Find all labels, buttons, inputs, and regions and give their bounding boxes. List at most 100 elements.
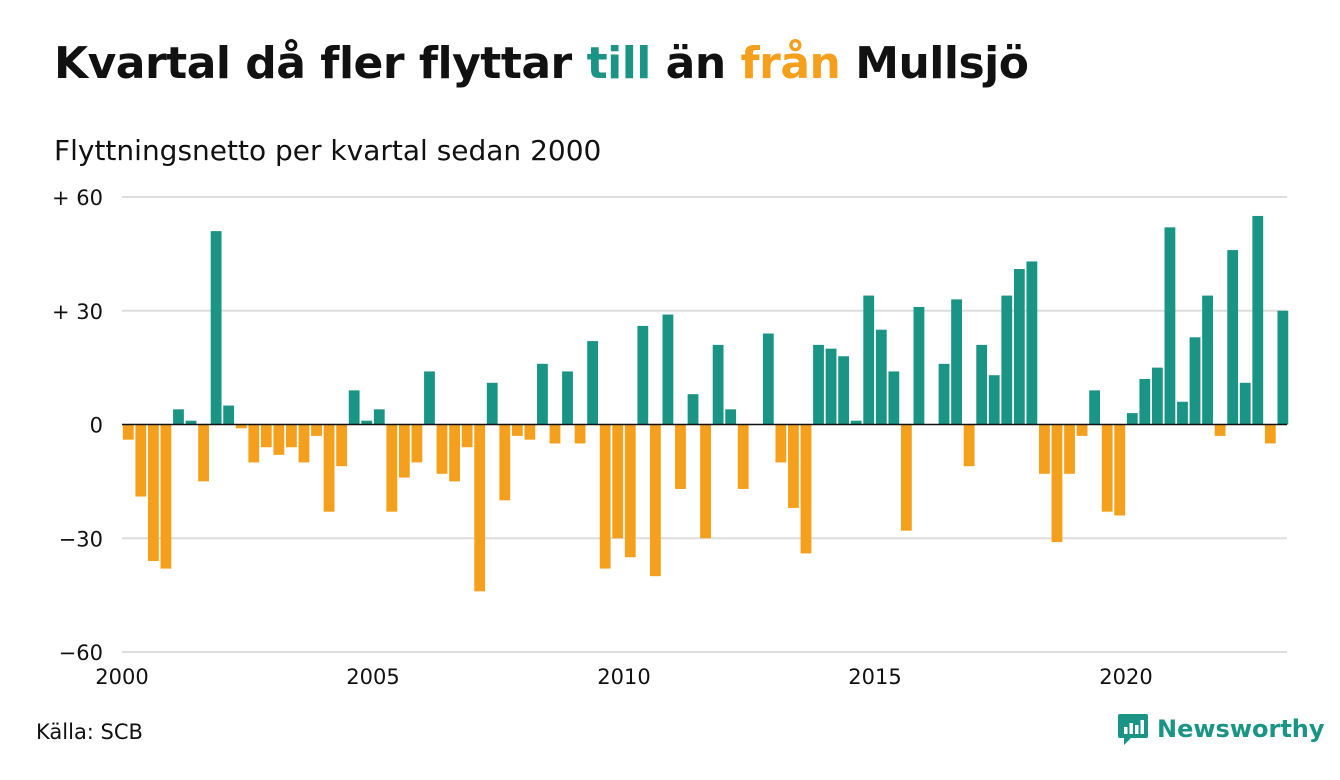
bar [1239, 382, 1251, 425]
title-part-3: än [650, 38, 741, 89]
x-tick-label: 2010 [597, 665, 650, 689]
bar [474, 424, 486, 592]
newsworthy-logo-icon [1118, 714, 1148, 745]
x-tick-label: 2005 [346, 665, 399, 689]
bar [800, 424, 812, 554]
bar [260, 424, 272, 448]
bar [712, 344, 724, 425]
bar [687, 394, 699, 425]
bar [248, 424, 260, 463]
bar [788, 424, 799, 508]
bar [1076, 424, 1088, 436]
bar [988, 375, 1000, 425]
bar [286, 424, 297, 448]
bar [813, 344, 824, 425]
bar [537, 363, 548, 425]
source-label: Källa: SCB [36, 720, 143, 744]
bar [198, 424, 209, 482]
bar [612, 424, 624, 539]
bar [1039, 424, 1050, 474]
y-tick-label: + 30 [52, 300, 103, 324]
bar [637, 325, 649, 425]
bar [1139, 379, 1151, 425]
bar [938, 363, 950, 425]
bar [235, 424, 247, 429]
bar [825, 348, 837, 425]
bar [298, 424, 310, 463]
bar [461, 424, 473, 448]
bar [1177, 401, 1188, 425]
bar [348, 390, 360, 425]
bar [1013, 269, 1025, 425]
bar [725, 409, 737, 425]
bar [160, 424, 172, 569]
bar [122, 424, 134, 440]
bar [976, 344, 988, 425]
bar [574, 424, 586, 444]
bar [775, 424, 787, 463]
bar [675, 424, 686, 489]
title-part-5: Mullsjö [840, 38, 1029, 89]
bar [900, 424, 912, 531]
bar [486, 382, 498, 425]
bar [185, 420, 197, 425]
bar [762, 333, 774, 425]
bar [1151, 367, 1163, 425]
x-tick-label: 2015 [848, 665, 901, 689]
bar [649, 424, 661, 577]
bar [624, 424, 636, 558]
bar [173, 409, 184, 425]
bar [424, 371, 435, 425]
bar [511, 424, 523, 436]
bar [963, 424, 975, 467]
bar [1164, 227, 1176, 425]
bar [223, 405, 235, 425]
bar [1064, 424, 1075, 474]
title-highlight-till: till [586, 38, 652, 89]
bar [398, 424, 410, 478]
bar [1277, 310, 1289, 425]
bar [336, 424, 348, 467]
brand-name: Newsworthy [1157, 715, 1325, 743]
bar [863, 295, 875, 425]
newsworthy-logo: Newsworthy [1117, 712, 1325, 746]
bar [700, 424, 711, 539]
bar [587, 341, 599, 425]
bar [1101, 424, 1113, 512]
bar [913, 306, 925, 425]
chart-title: Kvartal då fler flyttar till än från Mul… [54, 38, 1029, 89]
bar [951, 299, 962, 425]
y-tick-label: + 60 [52, 186, 103, 210]
title-highlight-fran: från [740, 38, 841, 89]
bar [386, 424, 398, 512]
bar [549, 424, 561, 444]
bar [147, 424, 159, 561]
chart-subtitle: Flyttningsnetto per kvartal sedan 2000 [54, 134, 602, 167]
bar [323, 424, 335, 512]
bar [373, 409, 385, 425]
bar [135, 424, 147, 497]
bar [875, 329, 887, 425]
x-tick-label: 2000 [95, 665, 148, 689]
bar [499, 424, 511, 501]
bar [1126, 413, 1138, 425]
bar [210, 231, 222, 425]
bar [1252, 215, 1264, 425]
bar [838, 356, 850, 425]
bar [1189, 337, 1201, 425]
bar [737, 424, 749, 489]
y-tick-label: 0 [90, 414, 103, 438]
bar [1089, 390, 1101, 425]
y-tick-label: −30 [59, 527, 103, 551]
bar [1264, 424, 1276, 444]
bar [850, 420, 862, 425]
bar [1214, 424, 1226, 436]
y-tick-label: −60 [59, 641, 103, 665]
bar [436, 424, 448, 474]
bar [562, 371, 573, 425]
bar [311, 424, 322, 436]
bar [1001, 295, 1013, 425]
bar [273, 424, 285, 455]
bar [662, 314, 674, 425]
